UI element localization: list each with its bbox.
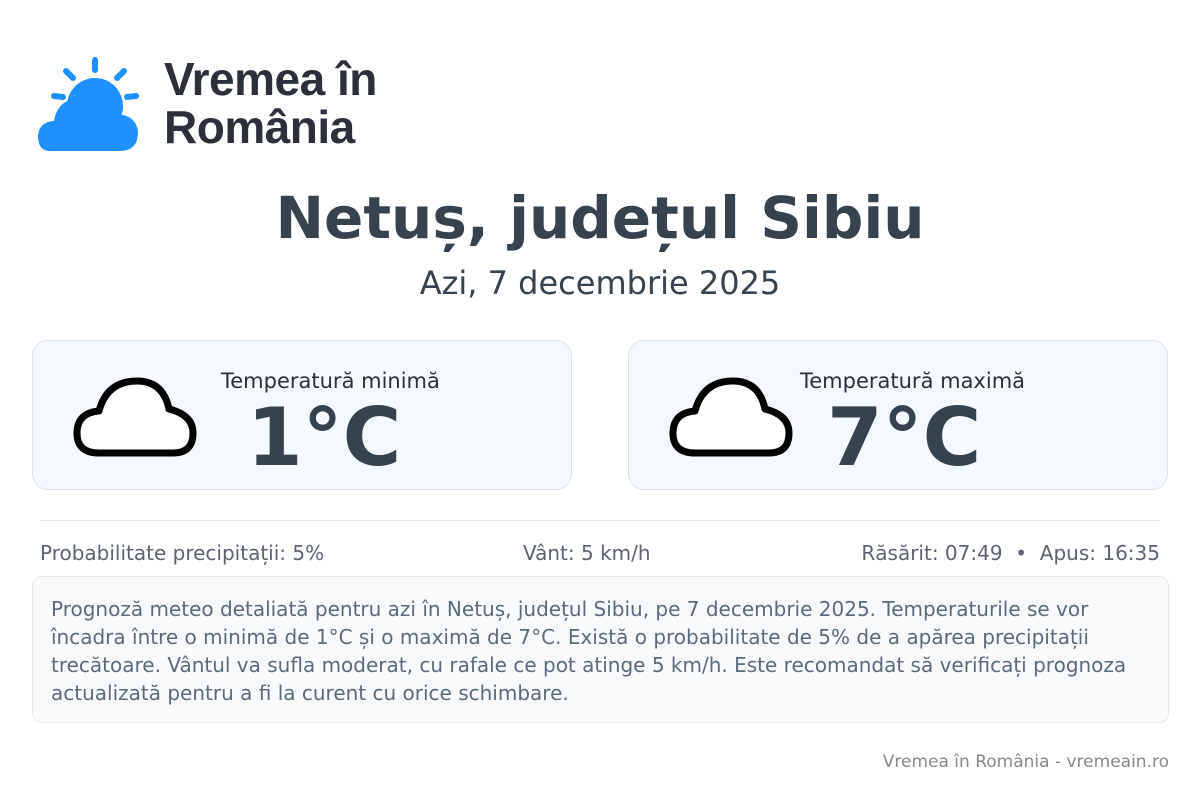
max-temp-card: Temperatură maximă 7°C <box>628 340 1168 490</box>
max-temp-value: 7°C <box>827 391 982 484</box>
min-temp-value: 1°C <box>247 391 402 484</box>
min-temp-label: Temperatură minimă <box>221 369 440 393</box>
brand-name: Vremea în România <box>164 53 377 153</box>
min-temp-card: Temperatură minimă 1°C <box>32 340 572 490</box>
precipitation: Probabilitate precipitații: 5% <box>40 541 325 565</box>
cloud-icon <box>73 377 197 457</box>
page-title: Netuș, județul Sibiu <box>275 184 925 252</box>
date: Azi, 7 decembrie 2025 <box>419 264 781 302</box>
max-temp-label: Temperatură maximă <box>800 369 1026 393</box>
divider <box>40 520 1160 521</box>
footer-link[interactable]: Vremea în România - vremeain.ro <box>882 752 1169 772</box>
forecast-description: Prognoză meteo detaliată pentru azi în N… <box>32 576 1169 723</box>
logo[interactable]: Vremea în România <box>36 54 424 152</box>
wind: Vânt: 5 km/h <box>523 541 651 565</box>
sun-cloud-icon <box>38 57 139 151</box>
cloud-icon <box>669 377 793 457</box>
sunrise-sunset: Răsărit: 07:49 • Apus: 16:35 <box>861 541 1160 565</box>
